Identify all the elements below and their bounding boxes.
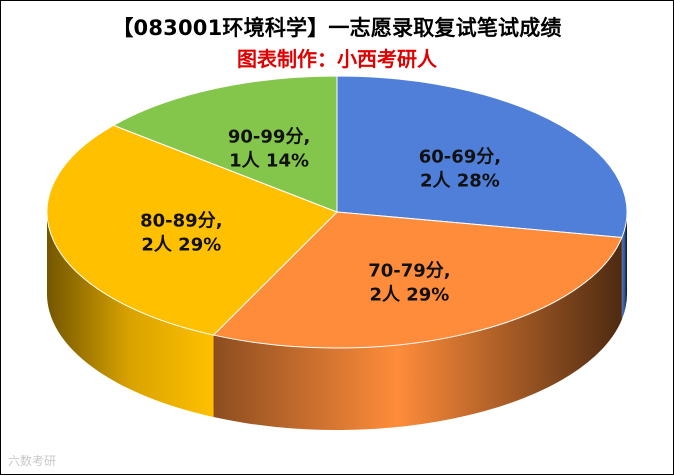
chart-title: 【083001环境科学】一志愿录取复试笔试成绩	[112, 16, 562, 40]
slice-1-label-count: 2人 28%	[420, 170, 500, 191]
slice-3-label-range: 80-89分,	[140, 210, 222, 231]
chart-subtitle: 图表制作：小西考研人	[237, 47, 437, 71]
slice-2-label-count: 2人 29%	[369, 285, 449, 306]
slice-2-top	[212, 211, 623, 349]
watermark: 六数考研	[8, 454, 57, 468]
slice-1-top	[336, 75, 628, 239]
slice-4-label-range: 90-99分,	[228, 126, 310, 147]
slice-3-label-count: 2人 29%	[141, 234, 221, 255]
slice-2-label-range: 70-79分,	[368, 261, 450, 282]
slice-4-top	[112, 75, 338, 213]
slice-1-label-range: 60-69分,	[419, 146, 501, 167]
slice-3-top	[46, 124, 338, 336]
slice-2-side	[213, 237, 622, 431]
pie-sides	[47, 212, 627, 431]
pie-labels: 60-69分, 2人 28% 70-79分, 2人 29% 80-89分, 2人 29% 9…	[140, 126, 501, 305]
pie-tops	[46, 75, 628, 349]
slice-3-side	[47, 212, 214, 418]
slice-1-side	[621, 212, 627, 320]
slice-4-label-count: 1人 14%	[229, 150, 309, 171]
